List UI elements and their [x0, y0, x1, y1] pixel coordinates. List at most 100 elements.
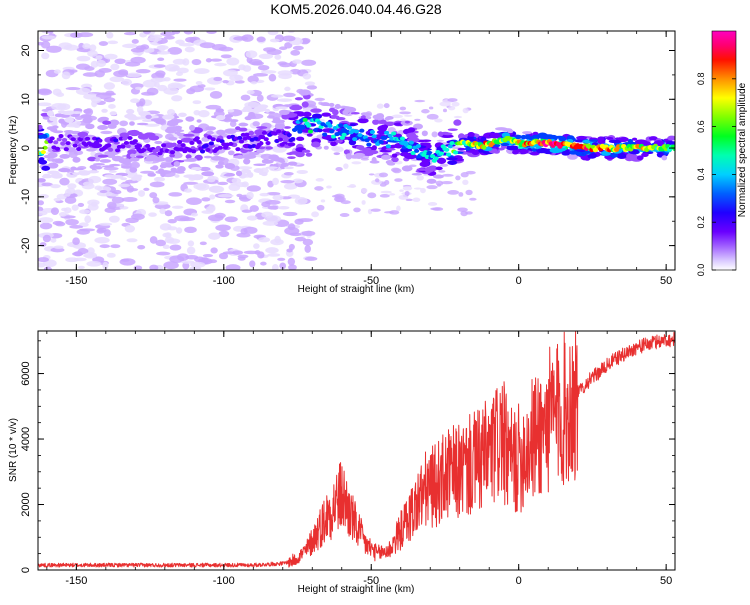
- heatmap-cell: [194, 136, 200, 141]
- heatmap-cell: [272, 157, 283, 162]
- heatmap-cell: [294, 97, 303, 101]
- heatmap-cell: [144, 48, 151, 53]
- heatmap-cell: [156, 251, 171, 256]
- spectrogram-y-label: Frequency (Hz): [8, 116, 19, 185]
- heatmap-cell: [146, 87, 159, 96]
- heatmap-cell: [306, 133, 313, 137]
- heatmap-cell: [87, 50, 98, 57]
- heatmap-cell: [38, 132, 44, 136]
- heatmap-cell: [256, 36, 266, 43]
- heatmap-cell: [56, 193, 67, 200]
- heatmap-cell: [353, 152, 366, 158]
- heatmap-cell: [452, 150, 459, 155]
- heatmap-cell: [472, 150, 480, 156]
- heatmap-cell: [220, 54, 232, 59]
- heatmap-cell: [58, 118, 66, 124]
- heatmap-cell: [449, 141, 455, 146]
- heatmap-cell: [249, 260, 256, 268]
- heatmap-cell: [201, 197, 211, 202]
- heatmap-cell: [224, 216, 238, 223]
- heatmap-cell: [445, 152, 452, 157]
- heatmap-cell: [168, 119, 179, 125]
- heatmap-cell: [404, 120, 410, 124]
- heatmap-cell: [120, 177, 127, 181]
- heatmap-cell: [246, 185, 261, 192]
- heatmap-cell: [164, 210, 173, 217]
- heatmap-cell: [163, 261, 179, 270]
- chart-title: KOM5.2026.040.04.46.G28: [270, 1, 441, 17]
- heatmap-cell: [61, 71, 71, 80]
- heatmap-cell: [266, 115, 275, 119]
- heatmap-cell: [283, 104, 292, 108]
- heatmap-cell: [243, 158, 251, 165]
- heatmap-cell: [284, 166, 294, 170]
- heatmap-cell: [71, 111, 83, 114]
- heatmap-cell: [209, 90, 223, 99]
- heatmap-cell: [135, 68, 151, 74]
- heatmap-cell: [360, 115, 366, 119]
- heatmap-cell: [193, 68, 210, 75]
- heatmap-cell: [332, 126, 338, 131]
- heatmap-cell: [61, 110, 75, 115]
- heatmap-cell: [98, 41, 109, 46]
- heatmap-cell: [223, 69, 238, 77]
- heatmap-cell: [636, 155, 644, 161]
- heatmap-cell: [38, 262, 46, 268]
- heatmap-cell: [183, 181, 199, 185]
- heatmap-cell: [85, 123, 95, 130]
- heatmap-cell: [198, 109, 210, 118]
- heatmap-cell: [38, 217, 54, 224]
- heatmap-cell: [441, 173, 454, 177]
- heatmap-cell: [65, 218, 79, 226]
- heatmap-cell: [129, 153, 136, 158]
- heatmap-cell: [217, 161, 225, 166]
- heatmap-cell: [465, 170, 476, 175]
- heatmap-cell: [315, 178, 324, 182]
- heatmap-cell: [242, 65, 252, 72]
- heatmap-cell: [164, 156, 174, 162]
- heatmap-cell: [270, 238, 284, 246]
- heatmap-cell: [294, 236, 306, 242]
- heatmap-cell: [77, 202, 85, 208]
- heatmap-cell: [163, 87, 179, 95]
- heatmap-cell: [302, 111, 312, 117]
- heatmap-cell: [171, 205, 184, 209]
- heatmap-cell: [489, 134, 502, 139]
- heatmap-cell: [111, 196, 125, 204]
- heatmap-cell: [368, 173, 375, 176]
- heatmap-cell: [391, 114, 403, 119]
- heatmap-cell: [196, 119, 202, 123]
- heatmap-cell: [235, 170, 243, 177]
- heatmap-cell: [416, 168, 427, 171]
- heatmap-cell: [349, 184, 356, 188]
- heatmap-cell: [322, 132, 328, 137]
- heatmap-cell: [283, 92, 296, 98]
- heatmap-cell: [99, 189, 108, 194]
- heatmap-cell: [235, 126, 241, 131]
- heatmap-cell: [253, 168, 264, 173]
- heatmap-cell: [387, 133, 393, 138]
- snr-x-label: Height of straight line (km): [298, 584, 415, 595]
- heatmap-cell: [224, 199, 236, 204]
- heatmap-cell: [176, 129, 185, 133]
- heatmap-cell: [274, 123, 286, 130]
- heatmap-cell: [53, 140, 59, 145]
- heatmap-cell: [173, 161, 181, 167]
- heatmap-cell: [294, 196, 308, 205]
- heatmap-cell: [164, 63, 180, 72]
- heatmap-cell: [129, 121, 135, 126]
- heatmap-cell: [148, 212, 157, 217]
- heatmap-cell: [608, 139, 621, 144]
- heatmap-cell: [241, 209, 253, 213]
- heatmap-cell: [433, 174, 444, 179]
- heatmap-cell: [263, 159, 273, 164]
- heatmap-cell: [112, 189, 122, 195]
- heatmap-cell: [391, 153, 398, 158]
- heatmap-cell: [142, 31, 151, 35]
- heatmap-cell: [77, 248, 89, 255]
- heatmap-cell: [343, 163, 349, 169]
- heatmap-cell: [162, 114, 175, 120]
- heatmap-cell: [169, 244, 182, 251]
- heatmap-cell: [296, 136, 305, 142]
- heatmap-cell: [399, 106, 407, 111]
